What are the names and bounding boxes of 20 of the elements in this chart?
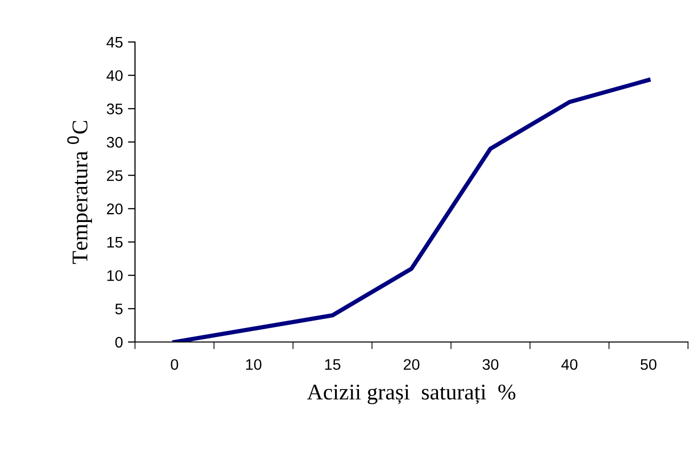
y-tick-label: 45 <box>106 37 123 48</box>
y-tick-label: 5 <box>115 304 123 314</box>
line-series <box>172 78 651 342</box>
y-tick-label: 40 <box>106 70 123 82</box>
y-tick-label: 0 <box>115 336 123 348</box>
x-axis-title: Acizii grași saturați % <box>307 384 516 404</box>
y-tick-label: 35 <box>106 104 123 114</box>
x-tick-label: 50 <box>640 359 656 370</box>
y-tick-label: 20 <box>106 204 123 214</box>
x-tick-label: 0 <box>170 359 178 370</box>
x-tick-label: 30 <box>482 359 498 370</box>
x-tick-label: 10 <box>246 359 262 370</box>
x-tick-label: 20 <box>404 359 420 370</box>
y-tick-label: 15 <box>107 237 123 248</box>
x-tick-label: 15 <box>325 359 340 370</box>
y-axis-title: Temperatura $^{0}$C <box>67 120 92 264</box>
y-tick-label: 30 <box>106 136 123 148</box>
y-tick-label: 10 <box>107 270 123 282</box>
y-tick-label: 25 <box>106 170 123 182</box>
x-tick-label: 40 <box>561 359 578 370</box>
